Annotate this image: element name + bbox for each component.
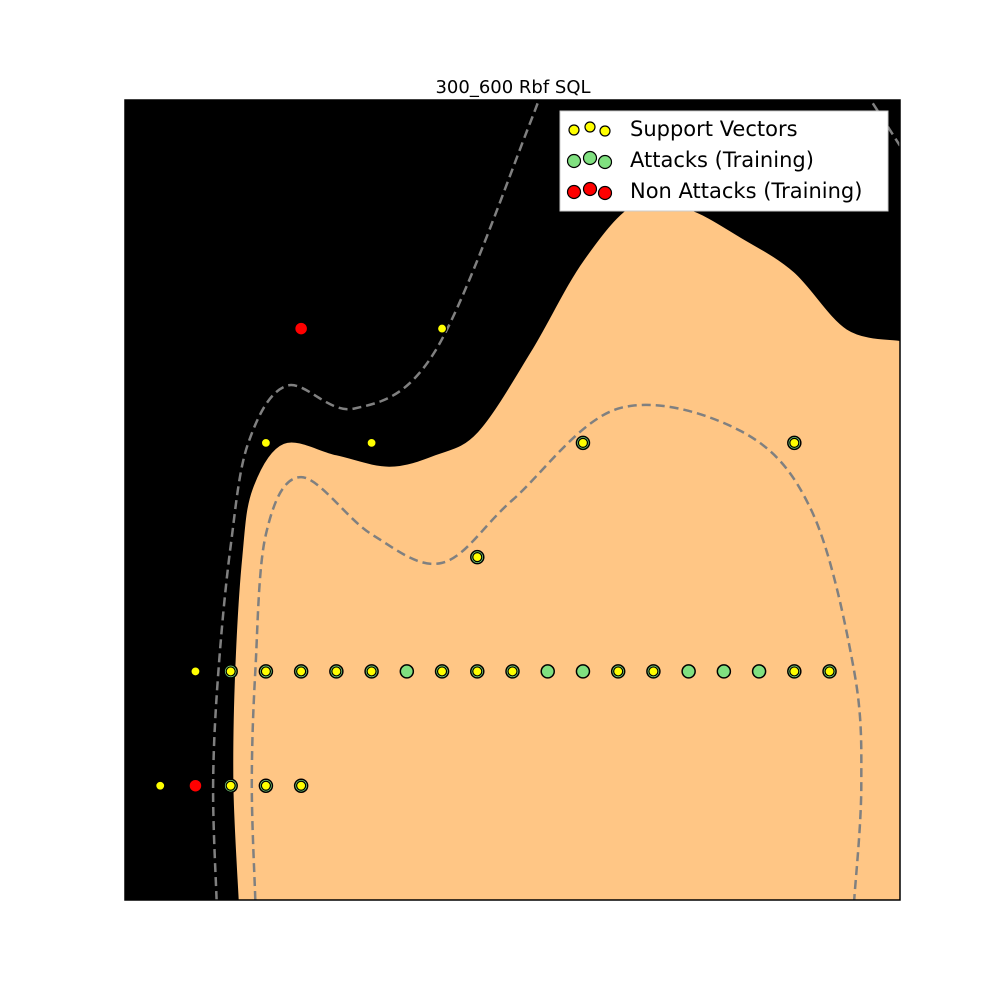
support-vector-point (331, 666, 342, 677)
attack-point (751, 664, 767, 679)
support-vector-point (260, 780, 272, 791)
legend-marker-support-vectors (584, 121, 596, 133)
support-vector-point (577, 437, 589, 448)
legend-item-support-vectors: Support Vectors (568, 117, 798, 141)
legend-marker-non-attacks (597, 185, 613, 201)
non-attack-point (188, 778, 203, 793)
support-vector-point (613, 666, 624, 677)
support-vector-point (824, 666, 835, 677)
attack-point (575, 664, 591, 679)
decision-region (232, 199, 900, 900)
support-vector-point (296, 666, 307, 677)
legend-marker-non-attacks (582, 181, 598, 197)
non-attack-point (293, 321, 309, 336)
margin-lines (211, 100, 900, 900)
support-vector-point (789, 437, 800, 448)
margin-line (250, 403, 863, 900)
support-vector-point (436, 323, 448, 334)
chart-title: 300_600 Rbf SQL (435, 77, 590, 98)
legend-marker-attacks (566, 153, 582, 169)
support-vector-point (436, 666, 448, 677)
attack-point (681, 664, 696, 679)
support-vector-point (472, 552, 483, 563)
support-vector-point (225, 666, 236, 677)
support-vector-point (190, 666, 201, 677)
legend-label-non-attacks: Non Attacks (Training) (630, 179, 862, 203)
decision-boundary (231, 198, 900, 900)
legend-marker-support-vectors (599, 125, 611, 137)
support-vector-point (648, 666, 659, 677)
plot-area (124, 99, 901, 901)
attack-point (399, 664, 415, 679)
data-points (155, 321, 837, 793)
attack-point (540, 664, 555, 679)
legend-marker-support-vectors (568, 124, 580, 136)
legend-item-non-attacks: Non Attacks (Training) (566, 179, 862, 203)
legend-box (559, 110, 889, 212)
legend-label-support-vectors: Support Vectors (630, 117, 798, 141)
legend-marker-non-attacks (566, 184, 582, 200)
support-vector-point (155, 780, 166, 791)
support-vector-point (260, 666, 272, 677)
legend-marker-attacks (597, 154, 613, 170)
legend: Support Vectors Attacks (Training) Non A… (559, 110, 889, 212)
support-vector-point (472, 666, 483, 677)
support-vector-point (260, 437, 272, 448)
support-vector-point (296, 780, 307, 791)
support-vector-point (366, 437, 377, 448)
support-vector-point (366, 666, 377, 677)
support-vector-point (225, 780, 236, 791)
margin-line (211, 100, 900, 900)
plot-frame (124, 99, 901, 901)
support-vector-point (507, 666, 518, 677)
legend-label-attacks: Attacks (Training) (630, 148, 814, 172)
legend-item-attacks: Attacks (Training) (566, 148, 814, 172)
attack-point (716, 664, 732, 679)
support-vector-point (789, 666, 800, 677)
legend-marker-attacks (582, 150, 598, 166)
